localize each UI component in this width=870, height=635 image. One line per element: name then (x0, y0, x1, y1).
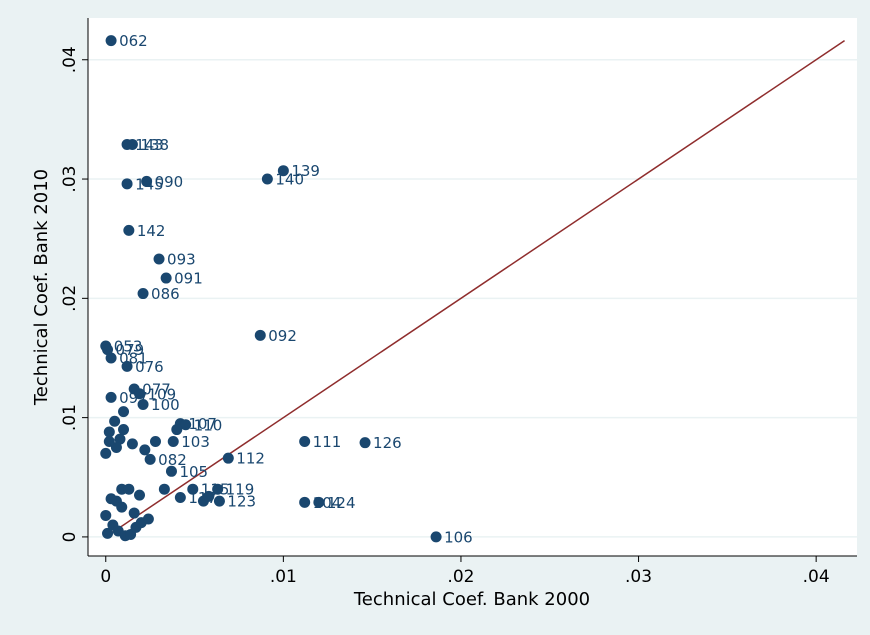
point (180, 419, 192, 431)
point (128, 507, 140, 519)
point (114, 433, 126, 445)
point (105, 35, 117, 47)
point (212, 483, 224, 495)
point-label: 140 (275, 171, 304, 189)
point-label: 110 (194, 416, 223, 434)
point (299, 496, 311, 508)
x-axis-title: Technical Coef. Bank 2000 (353, 589, 590, 610)
x-tick-label: .01 (270, 567, 297, 587)
point-label: 100 (151, 396, 180, 414)
point (160, 272, 172, 284)
point (116, 501, 128, 513)
point-label: 103 (181, 433, 210, 451)
point (134, 489, 146, 501)
y-tick-label: .01 (60, 404, 80, 431)
point (102, 344, 114, 356)
y-tick-label: .02 (60, 285, 80, 312)
point (142, 513, 154, 525)
point-label: 104 (313, 494, 342, 512)
point-label: 107 (188, 415, 217, 433)
point (121, 178, 133, 190)
point-label: 082 (158, 451, 187, 469)
point (430, 531, 442, 543)
point (123, 224, 135, 236)
point (165, 465, 177, 477)
point (203, 490, 215, 502)
point (126, 438, 138, 450)
point (153, 253, 165, 265)
point (313, 496, 325, 508)
point (105, 493, 117, 505)
y-axis-title: Technical Coef. Bank 2010 (31, 169, 52, 406)
point (139, 444, 151, 456)
point (167, 435, 179, 447)
point-label: 086 (151, 285, 180, 303)
point-label: 105 (179, 463, 208, 481)
point (359, 437, 371, 449)
point (277, 165, 289, 177)
point (103, 435, 115, 447)
point (100, 509, 112, 521)
point-label: 138 (140, 136, 169, 154)
point (158, 483, 170, 495)
point (105, 391, 117, 403)
x-tick-label: .02 (447, 567, 474, 587)
x-tick-label: 0 (100, 567, 111, 587)
plot-area (88, 18, 857, 556)
point (123, 483, 135, 495)
point (137, 288, 149, 300)
y-tick-label: .03 (60, 166, 80, 193)
point (222, 452, 234, 464)
point-label: 091 (174, 270, 203, 288)
point-label: 090 (155, 173, 184, 191)
point (171, 424, 183, 436)
point-label: 119 (226, 481, 255, 499)
point-label: 106 (444, 528, 473, 546)
point (174, 492, 186, 504)
point (213, 495, 225, 507)
point-label: 123 (227, 493, 256, 511)
point-label: 143 (135, 136, 164, 154)
point (105, 352, 117, 364)
point (118, 424, 130, 436)
point-label: 092 (268, 327, 297, 345)
point (102, 527, 114, 539)
point-label: 109 (148, 385, 177, 403)
point-label: 093 (167, 250, 196, 268)
point (299, 435, 311, 447)
point (126, 138, 138, 150)
point (144, 453, 156, 465)
point-label: 142 (137, 222, 166, 240)
point-label: 126 (373, 434, 402, 452)
point (103, 426, 115, 438)
y-tick-label: 0 (60, 531, 80, 542)
x-tick-label: .04 (803, 567, 830, 587)
point-label: 112 (236, 450, 265, 468)
point (121, 360, 133, 372)
point-label: 053 (114, 338, 143, 356)
point-label: 139 (291, 162, 320, 180)
point (118, 406, 130, 418)
point-label: 079 (116, 341, 145, 359)
y-tick-label: .04 (60, 46, 80, 73)
point (261, 173, 273, 185)
point-label: 077 (142, 380, 171, 398)
point-label: 124 (327, 494, 356, 512)
point (100, 447, 112, 459)
point (254, 329, 266, 341)
point (137, 399, 149, 411)
point-label: 111 (313, 433, 342, 451)
point (109, 415, 121, 427)
point (134, 388, 146, 400)
x-tick-label: .03 (625, 567, 652, 587)
point-label: 062 (119, 32, 148, 50)
point-label: 076 (135, 358, 164, 376)
point (149, 435, 161, 447)
point (187, 483, 199, 495)
point (141, 175, 153, 187)
